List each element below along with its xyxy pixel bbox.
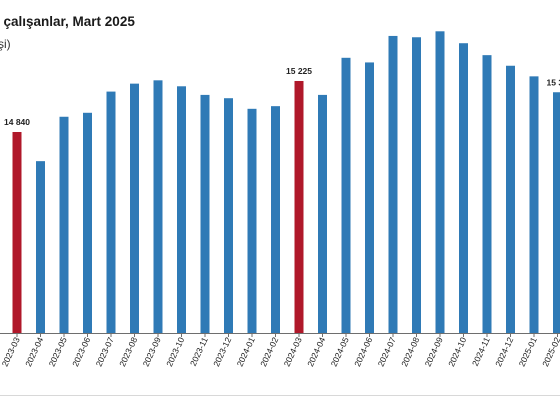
x-tick-label-2024-07: 2024-07 — [376, 335, 398, 368]
bar-2023-06 — [83, 112, 92, 333]
x-tick-label-2024-12: 2024-12 — [493, 335, 515, 368]
bar-2024-07 — [388, 35, 398, 333]
bar-2023-10 — [177, 86, 186, 333]
x-tick-label-2024-05: 2024-05 — [329, 335, 351, 368]
x-tick-label-2023-03: 2023-03 — [0, 335, 22, 368]
x-tick-label-2023-12: 2023-12 — [211, 335, 233, 368]
data-label-2025-02: 15 3 — [547, 77, 560, 87]
x-tick-label-2023-05: 2023-05 — [47, 335, 69, 368]
bar-2023-07 — [106, 91, 116, 333]
x-tick-label-2024-11: 2024-11 — [470, 335, 492, 367]
bar-2024-10 — [459, 43, 468, 333]
bar-2024-11 — [482, 55, 492, 334]
x-tick-label-2024-06: 2024-06 — [352, 335, 374, 368]
x-tick-label-2024-09: 2024-09 — [423, 335, 445, 368]
bar-2024-03 — [294, 80, 304, 334]
x-tick-label-2023-04: 2023-04 — [23, 335, 45, 368]
x-tick-label-2023-11: 2023-11 — [188, 335, 210, 367]
chart-title: i çalışanlar, Mart 2025 — [0, 14, 135, 29]
bar-2024-05 — [341, 57, 351, 334]
bottom-divider — [0, 395, 560, 396]
x-tick-label-2023-09: 2023-09 — [141, 335, 163, 368]
bar-2024-02 — [271, 106, 280, 333]
bar-2023-08 — [130, 83, 139, 333]
bar-2025-01 — [529, 76, 539, 333]
bar-2024-09 — [435, 31, 445, 334]
data-label-2024-03: 15 225 — [286, 66, 312, 76]
bar-2023-05 — [59, 116, 69, 333]
data-label-2023-03: 14 840 — [4, 117, 30, 127]
bar-2023-04 — [36, 161, 45, 333]
x-tick-label-2024-10: 2024-10 — [446, 335, 468, 368]
x-tick-label-2023-10: 2023-10 — [164, 335, 186, 368]
bar-2023-12 — [224, 98, 233, 334]
x-tick-label-2025-01: 2025-01 — [517, 335, 539, 368]
bar-2023-11 — [200, 94, 210, 334]
bar-2025-02 — [553, 92, 560, 333]
bar-2023-03 — [12, 132, 22, 333]
x-tick-label-2024-04: 2024-04 — [305, 335, 327, 368]
x-tick-label-2023-06: 2023-06 — [70, 335, 92, 368]
x-tick-label-2023-08: 2023-08 — [117, 335, 139, 368]
x-tick-label-2024-02: 2024-02 — [258, 335, 280, 368]
bar-2024-12 — [506, 65, 515, 333]
x-tick-label-2023-07: 2023-07 — [94, 335, 116, 368]
x-tick-label-2025-02: 2025-02 — [540, 335, 560, 368]
x-tick-label-2024-08: 2024-08 — [399, 335, 421, 368]
bar-2024-08 — [412, 37, 421, 333]
x-tick-label-2024-01: 2024-01 — [235, 335, 257, 368]
chart-subtitle: şi) — [0, 37, 11, 51]
bar-2024-01 — [247, 108, 257, 333]
bar-2024-04 — [318, 94, 327, 334]
bar-2023-09 — [153, 80, 163, 333]
x-tick-label-2024-03: 2024-03 — [282, 335, 304, 368]
bar-2024-06 — [365, 62, 374, 333]
